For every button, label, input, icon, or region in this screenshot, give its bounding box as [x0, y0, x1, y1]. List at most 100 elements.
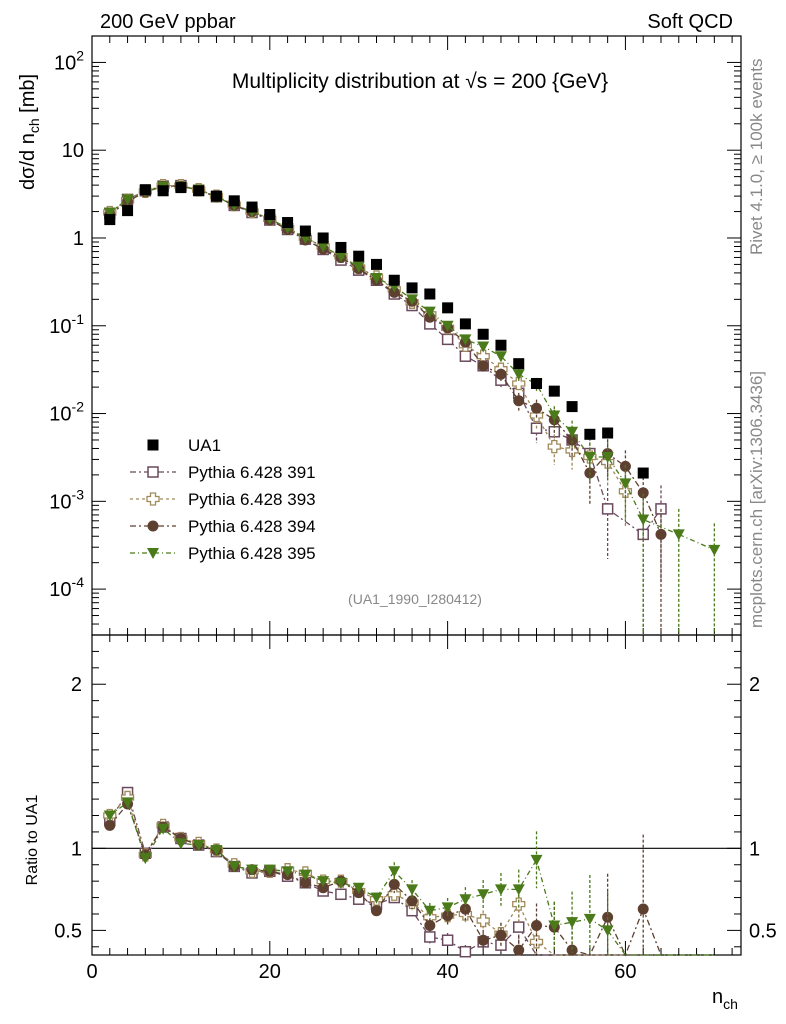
data-point	[370, 273, 383, 285]
data-point	[459, 318, 471, 330]
ratio-point	[335, 888, 347, 901]
data-point	[495, 368, 507, 380]
legend-label: Pythia 6.428 395	[188, 544, 316, 563]
legend-label: Pythia 6.428 393	[188, 490, 316, 509]
data-point	[193, 185, 205, 197]
ratio-point	[424, 931, 436, 943]
ratio-point	[121, 797, 134, 809]
ratio-point	[157, 823, 170, 835]
ratio-point	[299, 869, 312, 881]
ratio-point	[174, 838, 187, 850]
legend-marker	[147, 520, 159, 532]
series-394	[104, 180, 667, 957]
ratio-point	[495, 929, 507, 941]
series-line	[109, 185, 662, 535]
ratio-y-axis-label: Ratio to UA1	[24, 795, 41, 886]
ratio-tick-label: 1	[71, 838, 82, 860]
ratio-tick-label: 0.5	[54, 920, 82, 942]
y-tick-label: 1	[73, 228, 84, 250]
data-point	[495, 339, 507, 351]
mcplots-label: mcplots.cern.ch [arXiv:1306.3436]	[747, 371, 766, 628]
ratio-point	[423, 905, 436, 917]
analysis-id-label: (UA1_1990_I280412)	[348, 591, 482, 607]
data-point	[139, 184, 151, 196]
ratio-point	[352, 882, 365, 894]
ratio-tick-label: 2	[71, 674, 82, 696]
ratio-point	[370, 892, 383, 904]
data-point	[122, 205, 134, 217]
series-395	[103, 181, 721, 956]
header-right-label: Soft QCD	[647, 11, 733, 33]
ratio-point	[477, 889, 490, 901]
ratio-point	[281, 866, 294, 878]
ratio-point	[334, 877, 347, 889]
data-point	[494, 351, 507, 363]
legend-marker	[147, 466, 159, 478]
series-ua1	[104, 182, 649, 479]
data-point	[104, 214, 116, 226]
data-point	[334, 251, 347, 263]
ratio-line	[109, 796, 626, 956]
data-point	[228, 195, 240, 207]
ratio-point	[441, 902, 454, 914]
y-tick-label: 10-2	[49, 399, 84, 426]
data-point	[531, 402, 543, 414]
legend-item: Pythia 6.428 394	[130, 517, 316, 536]
ratio-point	[512, 897, 526, 911]
ratio-line	[109, 802, 662, 957]
legend-item: UA1	[147, 436, 221, 455]
ratio-point	[566, 917, 579, 929]
x-axis-label: nch	[712, 986, 738, 1012]
ratio-point	[459, 945, 472, 958]
ratio-point	[512, 884, 525, 896]
data-point	[157, 185, 169, 197]
data-point	[459, 334, 472, 346]
data-point	[566, 434, 578, 446]
data-point	[637, 467, 649, 479]
data-point	[210, 190, 222, 202]
data-point	[423, 306, 436, 318]
ratio-point	[370, 905, 382, 917]
data-point	[388, 274, 400, 286]
ratio-point	[512, 921, 525, 933]
ratio-point	[513, 944, 525, 956]
ratio-point	[494, 884, 507, 896]
rivet-version-label: Rivet 4.1.0, ≥ 100k events	[747, 59, 766, 255]
header-left-label: 200 GeV ppbar	[100, 11, 236, 33]
ratio-point	[406, 895, 418, 907]
ratio-point	[104, 819, 116, 831]
data-point	[264, 209, 276, 221]
data-point	[637, 514, 650, 526]
ratio-point	[601, 925, 614, 937]
ratio-point	[388, 878, 400, 890]
data-point	[335, 241, 347, 253]
ratio-point	[299, 877, 311, 889]
data-point	[601, 503, 614, 515]
ratio-point	[424, 919, 436, 931]
data-point	[548, 410, 561, 422]
data-point	[566, 426, 579, 438]
ratio-point	[387, 887, 401, 901]
ratio-point	[210, 844, 223, 856]
ratio-line	[109, 790, 661, 956]
ratio-point	[388, 866, 401, 878]
data-point	[708, 544, 721, 556]
ratio-point	[246, 864, 259, 876]
data-point	[103, 207, 116, 219]
data-point	[424, 288, 436, 300]
data-point	[459, 350, 472, 362]
series-line	[109, 184, 662, 536]
data-point	[406, 294, 419, 306]
ratio-point	[317, 876, 330, 888]
legend-label: UA1	[188, 436, 221, 455]
data-point	[602, 427, 614, 439]
legend-label: Pythia 6.428 391	[188, 463, 316, 482]
ratio-point	[406, 884, 419, 896]
data-point	[477, 341, 490, 353]
y-axis-label: dσ/d nch [mb]	[17, 74, 42, 190]
data-point	[513, 358, 525, 370]
data-point	[441, 333, 454, 346]
ratio-line	[109, 801, 715, 956]
data-point	[317, 241, 330, 253]
data-point	[548, 385, 560, 397]
